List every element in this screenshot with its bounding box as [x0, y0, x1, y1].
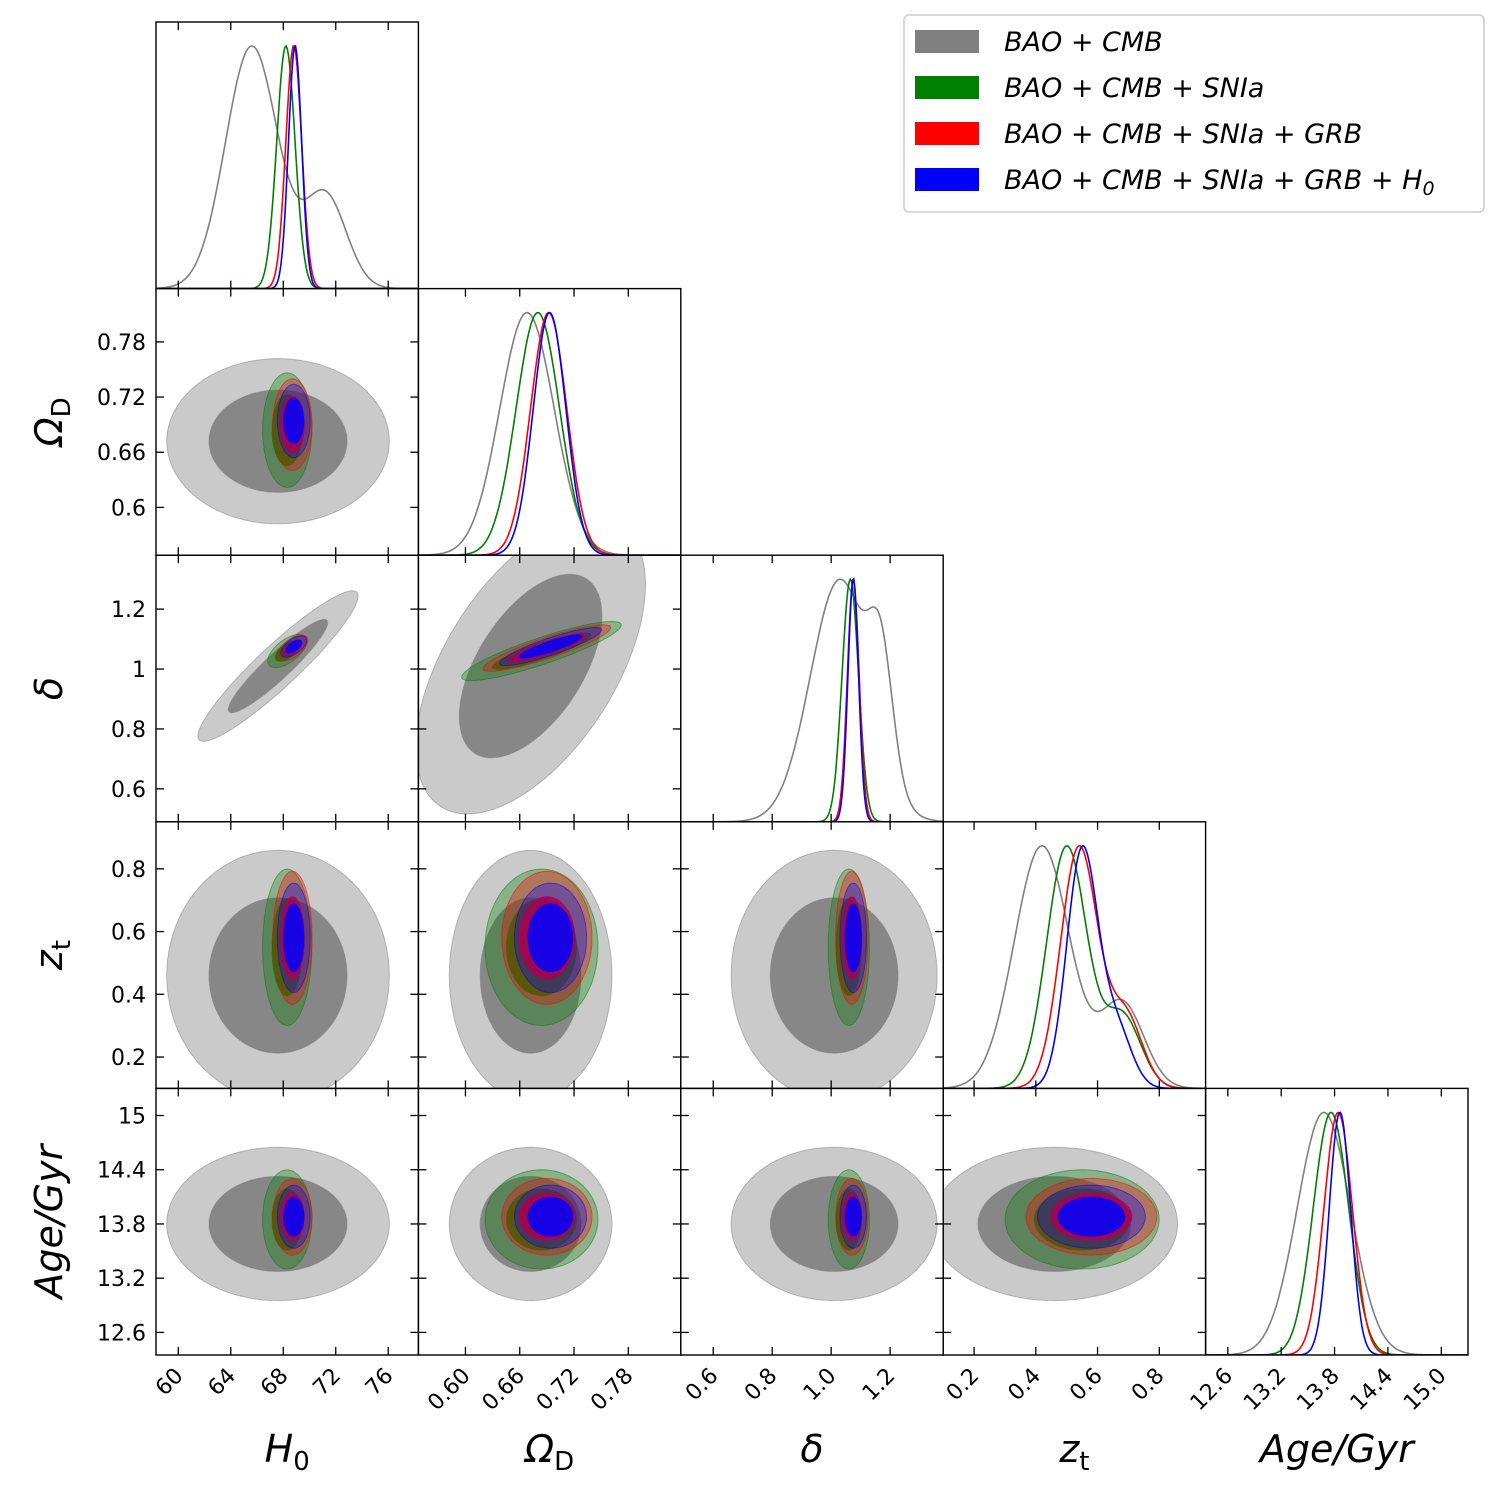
legend-label-1: BAO + CMB [1004, 27, 1163, 58]
axis-label-delta: δ [27, 677, 71, 700]
contour-68-series-4 [527, 1196, 574, 1237]
y-tick-label: 0.6 [111, 778, 146, 803]
axis-label-zt: zt [27, 940, 77, 971]
panel-content [166, 1146, 390, 1302]
panel-content [418, 555, 647, 815]
triangle-panels: 0.6 0.66 0.72 0.78 0.6 0.8 1 1.2 0.2 0.4 0.6 0.8 12.… [27, 21, 1469, 1477]
marginal-OmegaD-series-4 [418, 311, 681, 556]
panel-frame [1204, 1087, 1469, 1356]
y-tick-label: 0.8 [111, 718, 146, 743]
y-tick-label: 0.72 [97, 386, 146, 411]
y-tick-label: 12.6 [97, 1321, 146, 1346]
contour-68-series-4 [527, 903, 574, 973]
y-tick-label: 13.8 [97, 1213, 146, 1238]
panel-H0-zt: 0.2 0.4 0.6 0.8 [111, 821, 420, 1090]
contour-68-series-4 [283, 397, 305, 445]
panel-OmegaD-zt [417, 821, 682, 1090]
legend-label-3: BAO + CMB + SNIa + GRB [1004, 119, 1362, 150]
y-tick-label: 0.2 [111, 1046, 146, 1071]
legend-label-2: BAO + CMB + SNIa [1004, 73, 1264, 104]
axis-label-zt: zt [1058, 1427, 1089, 1477]
y-tick-label: 0.6 [111, 921, 146, 946]
panel-content [197, 590, 359, 742]
contour-68-series-4 [1057, 1196, 1126, 1237]
panel-content [943, 1146, 1179, 1302]
y-tick-label: 1 [132, 658, 146, 683]
legend-swatch-3 [915, 122, 979, 145]
contour-68-series-1 [458, 573, 603, 759]
panel-OmegaD-delta [417, 554, 682, 823]
contour-68-series-4 [844, 903, 862, 973]
contour-68-series-4 [283, 903, 305, 973]
panel-content [448, 849, 613, 1089]
marginal-zt-series-3 [943, 844, 1206, 1089]
marginal-zt-series-4 [943, 844, 1206, 1089]
y-tick-label: 0.78 [97, 331, 146, 356]
panel-content [166, 849, 390, 1089]
y-tick-label: 0.66 [97, 441, 146, 466]
y-tick-label: 13.2 [97, 1267, 146, 1292]
legend-swatch-2 [915, 76, 979, 99]
axis-label-OmegaD: ΩD [27, 397, 77, 448]
marginal-zt-series-1 [943, 844, 1206, 1089]
panel-content [448, 1146, 613, 1302]
panel-OmegaD-age: 0.60 0.66 0.72 0.78 [417, 1087, 682, 1416]
axis-label-H0: H0 [265, 1427, 310, 1477]
y-tick-label: 0.4 [111, 983, 146, 1008]
contour-68-series-4 [844, 1196, 862, 1237]
marginal-H0-series-2 [156, 44, 419, 289]
axis-label-delta: δ [800, 1427, 823, 1471]
legend: BAO + CMB BAO + CMB + SNIa BAO + CMB + SNI… [903, 14, 1485, 213]
legend-swatch-1 [915, 30, 979, 53]
contour-68-series-4 [283, 1196, 305, 1237]
panel-content [730, 849, 938, 1089]
legend-swatch-4 [915, 168, 979, 191]
legend-box [903, 14, 1485, 213]
axis-label-OmegaD: ΩD [523, 1427, 574, 1477]
y-tick-label: 14.4 [97, 1159, 146, 1184]
y-tick-label: 1.2 [111, 598, 146, 623]
contour-68-series-4 [518, 634, 583, 659]
panel-content [166, 358, 390, 525]
y-tick-label: 15 [118, 1105, 146, 1130]
y-tick-label: 0.6 [111, 496, 146, 521]
panel-delta-zt [680, 821, 944, 1090]
axis-label-age: Age/Gyr [1257, 1427, 1416, 1471]
contour-68-series-4 [285, 639, 303, 654]
panel-H0-OmegaD: 0.6 0.66 0.72 0.78 [97, 287, 420, 556]
panel-H0-delta: 0.6 0.8 1 1.2 [111, 554, 420, 823]
axis-label-age: Age/Gyr [27, 1142, 71, 1301]
legend-label-4: BAO + CMB + SNIa + GRB + H0 [1004, 165, 1435, 200]
y-tick-label: 0.8 [111, 858, 146, 883]
marginal-H0-series-4 [156, 44, 419, 289]
marginal-H0-series-3 [156, 45, 419, 289]
panel-content [730, 1146, 938, 1302]
panel-content [156, 44, 419, 289]
